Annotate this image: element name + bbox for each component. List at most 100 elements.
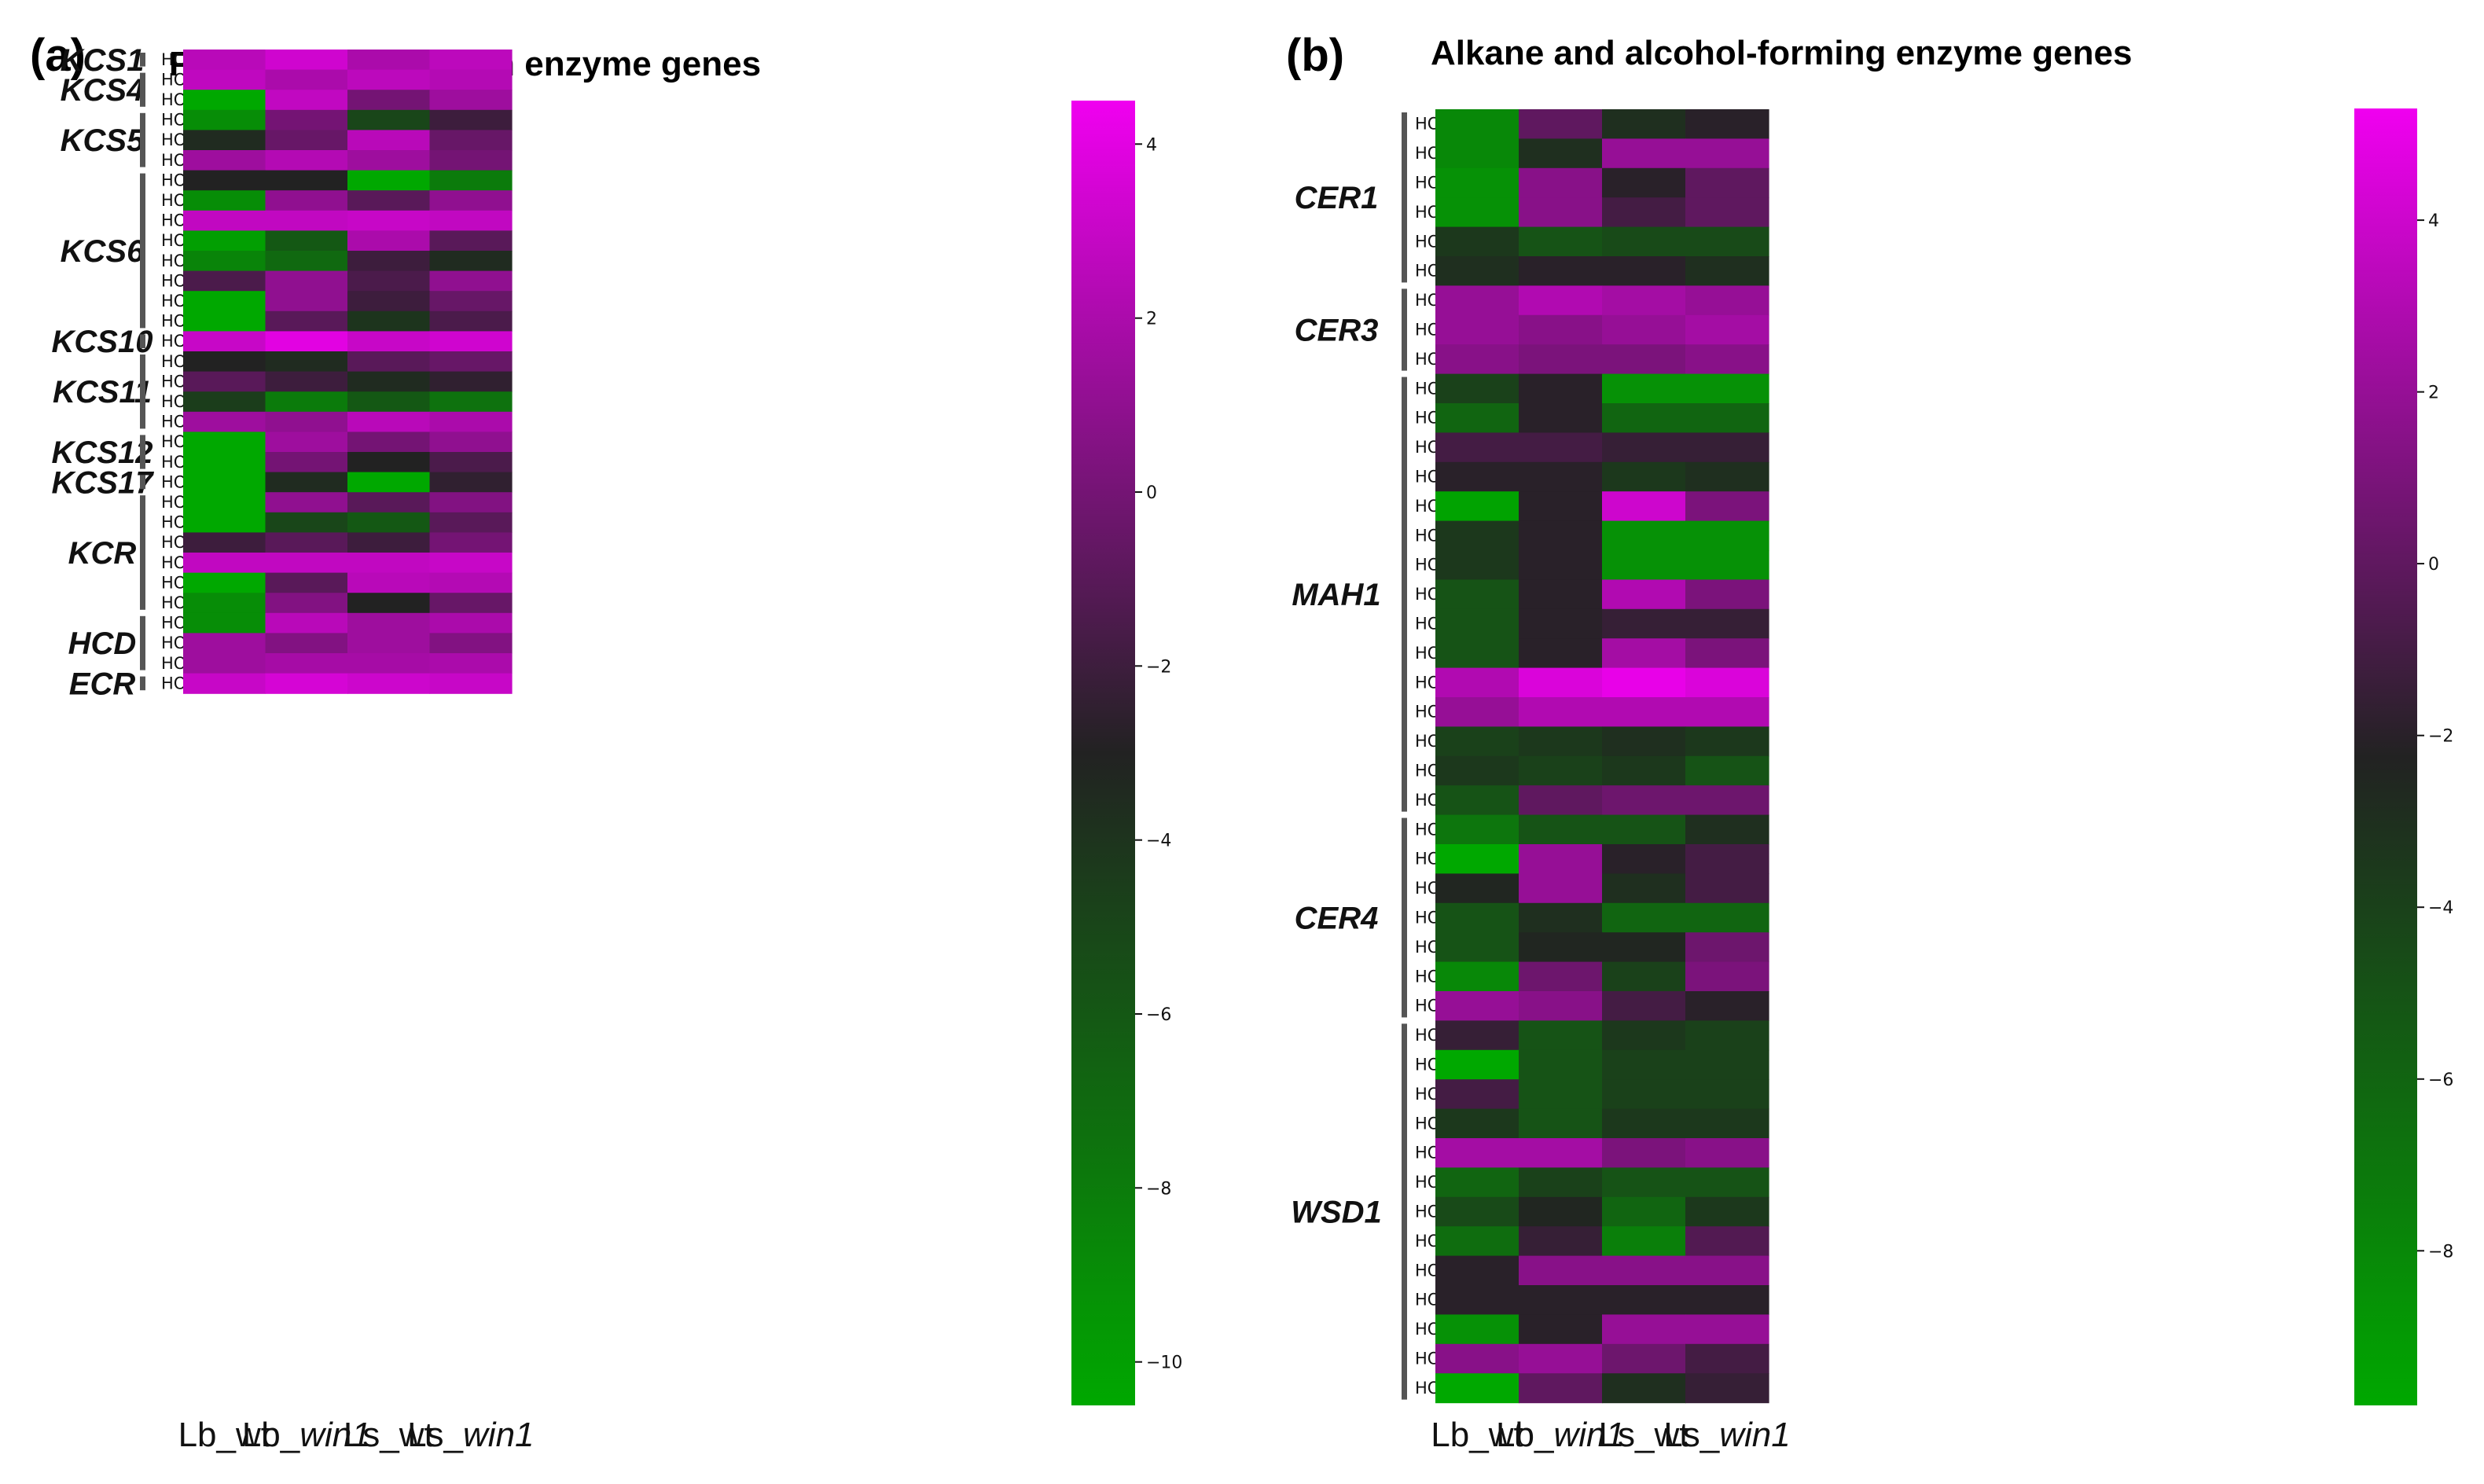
column-label-prefix: Ls_: [407, 1416, 463, 1454]
heatmap-cell: [1435, 109, 1519, 139]
heatmap-cell: [347, 69, 431, 90]
column-label-suffix: win1: [463, 1416, 535, 1454]
heatmap-cell: [347, 633, 431, 654]
colorbar-tick-label: −8: [1146, 1179, 1171, 1199]
heatmap-cell: [1435, 1138, 1519, 1168]
panel-b-colorbar: 4 2 0 −2 −4 −6 −8: [2354, 108, 2453, 1405]
heatmap-cell: [1685, 814, 1769, 845]
heatmap-cell: [183, 432, 266, 453]
heatmap-cell: [1435, 1108, 1519, 1139]
heatmap-cell: [1685, 314, 1769, 345]
heatmap-cell: [1519, 1285, 1603, 1315]
heatmap-cell: [1685, 1314, 1769, 1345]
heatmap-cell: [1602, 667, 1686, 698]
heatmap-cell: [1435, 961, 1519, 992]
heatmap-cell: [429, 90, 513, 111]
column-label-suffix: wt: [399, 1416, 434, 1454]
group-bracket: [1402, 377, 1407, 812]
heatmap-cell: [1519, 138, 1603, 169]
heatmap-cell: [265, 553, 348, 574]
gene-family-label: HCD: [68, 626, 137, 661]
heatmap-cell: [1519, 1343, 1603, 1374]
heatmap-cell: [429, 130, 513, 151]
heatmap-cell: [1519, 961, 1603, 992]
heatmap-cell: [1685, 1108, 1769, 1139]
gene-family-label: KCR: [68, 536, 137, 571]
column-label: Ls_win1: [1663, 1416, 1790, 1454]
heatmap-cell: [347, 553, 431, 574]
heatmap-cell: [429, 210, 513, 231]
column-label: Lb_wt: [178, 1416, 270, 1454]
heatmap-cell: [1685, 667, 1769, 698]
heatmap-cell: [347, 512, 431, 533]
heatmap-cell: [1435, 1196, 1519, 1227]
heatmap-cell: [429, 150, 513, 171]
heatmap-cell: [183, 210, 266, 231]
heatmap-cell: [1519, 256, 1603, 286]
heatmap-cell: [1685, 1255, 1769, 1286]
heatmap-cell: [1602, 726, 1686, 757]
heatmap-cell: [183, 653, 266, 674]
gene-family-label: CER1: [1295, 181, 1379, 215]
heatmap-cell: [1602, 520, 1686, 551]
heatmap-cell: [1519, 1108, 1603, 1139]
heatmap-cell: [1435, 873, 1519, 904]
heatmap-cell: [1602, 1049, 1686, 1080]
heatmap-cell: [1602, 344, 1686, 375]
heatmap-cell: [265, 90, 348, 111]
colorbar-tick-label: −6: [1146, 1005, 1171, 1025]
heatmap-cell: [1435, 814, 1519, 845]
heatmap-cell: [1685, 726, 1769, 757]
heatmap-cell: [265, 572, 348, 593]
heatmap-cell: [1435, 1226, 1519, 1257]
heatmap-cell: [183, 351, 266, 373]
heatmap-cell: [265, 331, 348, 352]
heatmap-cell: [1602, 961, 1686, 992]
heatmap-cell: [347, 50, 431, 71]
heatmap-cell: [347, 432, 431, 453]
heatmap-cell: [1435, 991, 1519, 1021]
heatmap-cell: [1602, 167, 1686, 198]
column-label-prefix: Lb_: [242, 1416, 300, 1454]
group-bracket: [140, 615, 145, 670]
gene-family-label: ECR: [69, 667, 136, 701]
colorbar-tick-label: −4: [1146, 832, 1171, 851]
heatmap-cell: [265, 150, 348, 171]
heatmap-cell: [1435, 844, 1519, 874]
heatmap-cell: [347, 270, 431, 292]
heatmap-cell: [429, 331, 513, 352]
heatmap-cell: [1435, 1314, 1519, 1345]
group-bracket: [140, 676, 145, 691]
heatmap-cell: [1435, 667, 1519, 698]
column-label-prefix: Lb_: [178, 1416, 237, 1454]
heatmap-cell: [1435, 608, 1519, 639]
heatmap-cell: [1435, 314, 1519, 345]
gene-family-label: KCS11: [53, 375, 152, 410]
heatmap-cell: [1435, 902, 1519, 933]
heatmap-cell: [265, 371, 348, 392]
heatmap-cell: [265, 310, 348, 332]
heatmap-cell: [1519, 697, 1603, 727]
panel-b-group-brackets: [1402, 112, 1407, 1400]
heatmap-cell: [347, 109, 431, 130]
column-label-suffix: wt: [235, 1416, 270, 1454]
column-label-prefix: Ls_: [344, 1416, 399, 1454]
heatmap-cell: [429, 411, 513, 432]
heatmap-cell: [429, 351, 513, 373]
heatmap-cell: [183, 512, 266, 533]
heatmap-cell: [1435, 726, 1519, 757]
heatmap-cell: [1519, 1226, 1603, 1257]
heatmap-cell: [1435, 550, 1519, 580]
heatmap-cell: [347, 612, 431, 634]
colorbar-tick-label: −10: [1146, 1354, 1182, 1373]
heatmap-cell: [265, 673, 348, 694]
heatmap-cell: [1435, 1020, 1519, 1051]
heatmap-cell: [1602, 1108, 1686, 1139]
heatmap-cell: [1519, 403, 1603, 433]
heatmap-cell: [265, 472, 348, 493]
heatmap-cell: [1519, 638, 1603, 669]
heatmap-cell: [183, 411, 266, 432]
group-bracket: [1402, 112, 1407, 283]
heatmap-cell: [1602, 1167, 1686, 1198]
